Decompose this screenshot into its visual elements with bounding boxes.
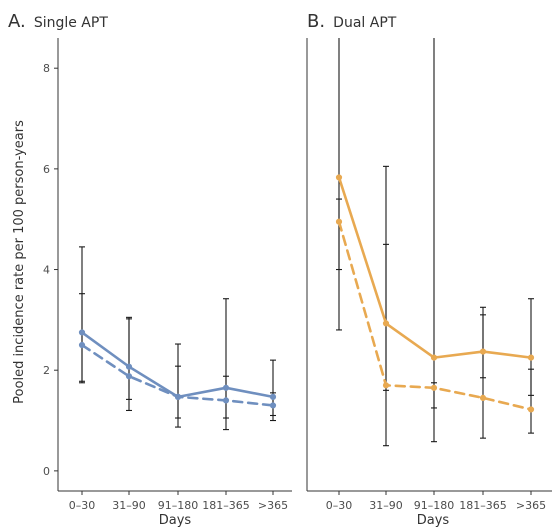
data-point <box>335 218 343 225</box>
data-point <box>335 174 343 181</box>
panel-b-heading: B. Dual APT <box>307 11 397 32</box>
panel-b-error-bars <box>336 38 534 447</box>
data-point <box>269 393 277 400</box>
data-point <box>382 320 390 327</box>
data-point <box>78 329 86 336</box>
data-point <box>269 402 277 409</box>
data-point <box>430 384 438 391</box>
x-tick-label: 31–90 <box>112 499 146 512</box>
x-tick-label: 181–365 <box>202 499 250 512</box>
panel-b-series-lines <box>337 176 533 411</box>
panel-a-title: Single APT <box>34 15 109 31</box>
data-point <box>479 394 487 401</box>
y-tick-label: 8 <box>43 62 50 75</box>
x-tick-label: 0–30 <box>326 499 353 512</box>
y-tick-label: 0 <box>43 465 50 478</box>
panel-a-letter: A. <box>8 11 26 32</box>
panel-b-x-axis-title: Days <box>417 513 450 527</box>
panel-single-apt: A. Single APT 0 2 4 6 8 0–30 31–90 91–180 181–3… <box>8 11 292 527</box>
data-point <box>382 382 390 389</box>
x-tick-label: >365 <box>516 499 546 512</box>
panel-a-heading: A. Single APT <box>8 11 108 32</box>
x-tick-label: 91–180 <box>158 499 199 512</box>
panel-a-x-axis-title: Days <box>159 513 192 527</box>
panel-a-error-bars <box>79 246 276 431</box>
data-point <box>222 397 230 404</box>
x-tick-label: 181–365 <box>459 499 507 512</box>
series-line-solid <box>337 176 533 359</box>
series-line-dashed <box>337 220 533 411</box>
data-point <box>527 406 535 413</box>
y-tick-label: 2 <box>43 364 50 377</box>
panel-a-x-ticks: 0–30 31–90 91–180 181–365 >365 <box>69 491 288 512</box>
panel-b-x-ticks: 0–30 31–90 91–180 181–365 >365 <box>326 491 546 512</box>
data-point <box>527 354 535 361</box>
x-tick-label: 91–180 <box>414 499 455 512</box>
y-tick-label: 6 <box>43 163 50 176</box>
panel-dual-apt: B. Dual APT 0–30 31–90 91–180 181–365 >365 D… <box>306 11 552 527</box>
data-point <box>125 363 133 370</box>
panel-b-letter: B. <box>307 11 325 32</box>
data-point <box>174 393 182 400</box>
x-tick-label: 31–90 <box>369 499 403 512</box>
y-tick-label: 4 <box>43 264 50 277</box>
data-point <box>125 373 133 380</box>
data-point <box>222 384 230 391</box>
panel-a-points <box>78 329 277 409</box>
data-point <box>430 354 438 361</box>
data-point <box>479 348 487 355</box>
panel-a-y-ticks: 0 2 4 6 8 <box>43 62 58 478</box>
x-tick-label: >365 <box>258 499 288 512</box>
data-point <box>78 341 86 349</box>
y-axis-title: Pooled incidence rate per 100 person-yea… <box>12 120 27 404</box>
panel-b-title: Dual APT <box>333 15 397 31</box>
x-tick-label: 0–30 <box>69 499 96 512</box>
panel-b-points <box>335 174 535 413</box>
